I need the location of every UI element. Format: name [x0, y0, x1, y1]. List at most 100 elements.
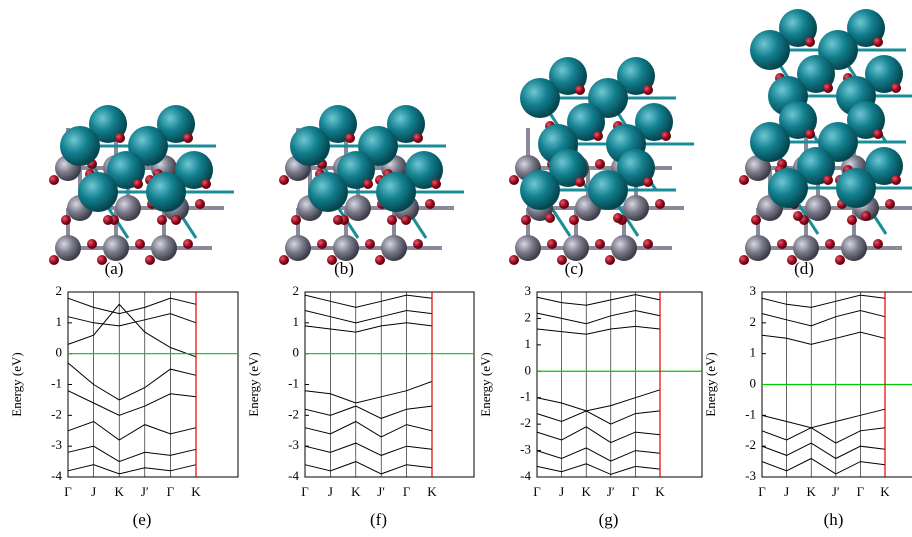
band: [305, 295, 432, 307]
panel-label: (g): [599, 510, 619, 529]
atom: [133, 179, 143, 189]
atom: [563, 235, 589, 261]
atom: [575, 177, 585, 187]
band: [68, 314, 196, 326]
atom: [745, 235, 771, 261]
y-tick-label: 1: [525, 336, 532, 351]
figure: (a)(b)(c)(d) -4-3-2-1012ΓJKJ′ΓKEnergy (e…: [0, 0, 912, 537]
x-tick-label: K: [880, 484, 890, 499]
band: [305, 381, 432, 403]
atom: [61, 215, 71, 225]
x-tick-label: J: [784, 484, 789, 499]
atom: [521, 215, 531, 225]
atom: [873, 129, 883, 139]
atom: [365, 239, 375, 249]
atom: [308, 172, 348, 212]
atom: [135, 239, 145, 249]
x-tick-label: K: [115, 484, 125, 499]
y-axis-label: Energy (eV): [246, 352, 261, 416]
atom: [285, 235, 311, 261]
structure: [49, 105, 234, 265]
atom: [655, 199, 665, 209]
atom: [643, 177, 653, 187]
atom: [333, 215, 343, 225]
y-tick-label: -2: [288, 406, 299, 421]
atom: [291, 215, 301, 225]
atom: [381, 235, 407, 261]
atom: [793, 235, 819, 261]
atom: [515, 235, 541, 261]
x-tick-label: Γ: [632, 484, 640, 499]
y-tick-label: 0: [293, 345, 300, 360]
y-tick-label: -1: [520, 389, 531, 404]
atom: [595, 159, 605, 169]
atom: [279, 255, 289, 265]
band: [68, 446, 196, 461]
atom: [873, 37, 883, 47]
atom: [891, 175, 901, 185]
atom: [413, 133, 423, 143]
y-tick-label: 3: [750, 283, 757, 298]
atom: [805, 129, 815, 139]
x-tick-label: K: [351, 484, 361, 499]
y-tick-label: 1: [750, 345, 757, 360]
band: [68, 304, 196, 357]
atom: [387, 215, 397, 225]
y-tick-label: -1: [288, 375, 299, 390]
atom: [891, 83, 901, 93]
y-tick-label: -2: [520, 415, 531, 430]
atom: [559, 199, 569, 209]
atom: [611, 235, 637, 261]
atom: [643, 239, 653, 249]
atom: [793, 211, 803, 221]
band: [537, 448, 660, 461]
y-axis-label: Energy (eV): [478, 352, 493, 416]
y-tick-label: -4: [520, 468, 531, 483]
atom: [171, 215, 181, 225]
band: [68, 391, 196, 416]
atom: [750, 122, 790, 162]
atom: [547, 239, 557, 249]
x-tick-label: Γ: [758, 484, 766, 499]
atom: [157, 215, 167, 225]
atom: [290, 126, 330, 166]
atom: [825, 239, 835, 249]
y-axis-label: Energy (eV): [9, 352, 24, 416]
panel-label: (b): [334, 259, 354, 278]
y-tick-label: -2: [51, 406, 62, 421]
atom: [885, 199, 895, 209]
band: [762, 295, 885, 307]
band: [537, 311, 660, 324]
x-tick-label: J′: [607, 484, 615, 499]
structures: (a)(b)(c)(d): [49, 9, 912, 278]
y-tick-label: -4: [288, 468, 299, 483]
panel-label: (f): [370, 510, 387, 529]
atom: [605, 255, 615, 265]
atom: [401, 215, 411, 225]
band: [68, 465, 196, 474]
band: [305, 462, 432, 474]
x-tick-label: Γ: [167, 484, 175, 499]
y-tick-label: 0: [525, 362, 532, 377]
atom: [509, 255, 519, 265]
atom: [847, 215, 857, 225]
atom: [115, 195, 141, 221]
panel-label: (a): [105, 259, 124, 278]
atom: [751, 215, 761, 225]
band: [305, 422, 432, 437]
panel-label: (d): [794, 259, 814, 278]
atom: [739, 255, 749, 265]
band: [537, 326, 660, 334]
y-tick-label: 1: [293, 314, 300, 329]
atom: [103, 215, 113, 225]
y-tick-label: 2: [525, 309, 532, 324]
band: [305, 443, 432, 455]
y-tick-label: -1: [745, 406, 756, 421]
x-tick-label: J′: [377, 484, 385, 499]
band: [537, 411, 660, 424]
band-chart: -4-3-2-10123ΓJKJ′ΓKEnergy (eV)(g): [478, 283, 702, 529]
atom: [777, 239, 787, 249]
band: [537, 295, 660, 306]
atom: [183, 133, 193, 143]
atom: [431, 179, 441, 189]
